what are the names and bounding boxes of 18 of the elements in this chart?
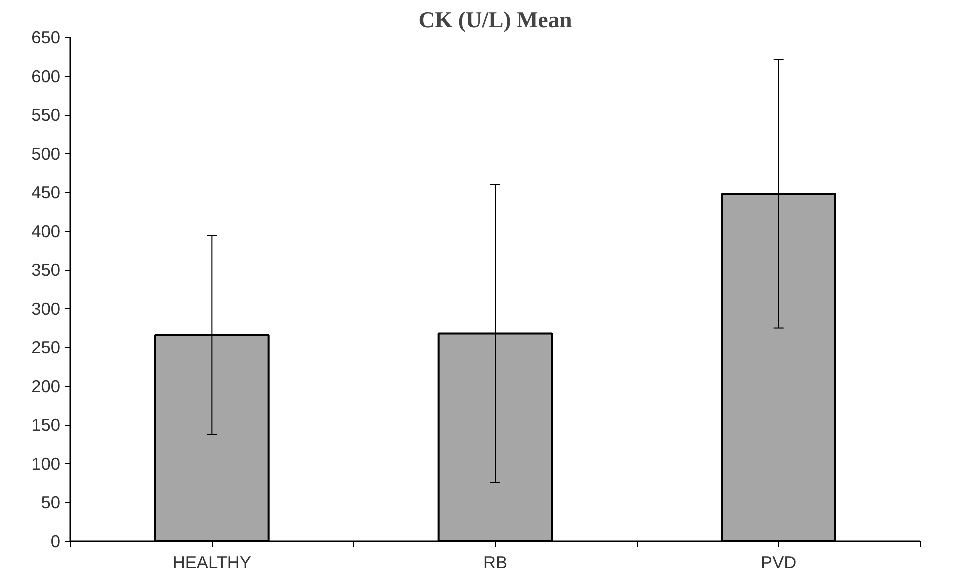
y-tick-label: 600	[32, 66, 61, 86]
y-tick-label: 150	[32, 415, 61, 436]
y-tick-label: 300	[32, 298, 61, 319]
chart-title: CK (U/L) Mean	[418, 8, 573, 32]
y-tick-label: 250	[32, 338, 61, 358]
x-tick-label: RB	[483, 552, 508, 572]
y-tick-label: 50	[41, 492, 61, 513]
y-tick-label: 450	[32, 182, 61, 203]
x-tick-label: HEALTHY	[172, 552, 252, 572]
y-tick-label: 200	[32, 376, 61, 396]
y-tick-label: 350	[32, 260, 61, 280]
y-tick-label: 500	[32, 144, 61, 164]
y-tick-label: 400	[32, 221, 61, 242]
y-tick-label: 550	[32, 105, 61, 126]
y-tick-label: 650	[32, 28, 61, 48]
x-tick-label: PVD	[761, 552, 797, 572]
y-tick-label: 0	[50, 532, 61, 552]
y-tick-label: 100	[32, 454, 61, 474]
